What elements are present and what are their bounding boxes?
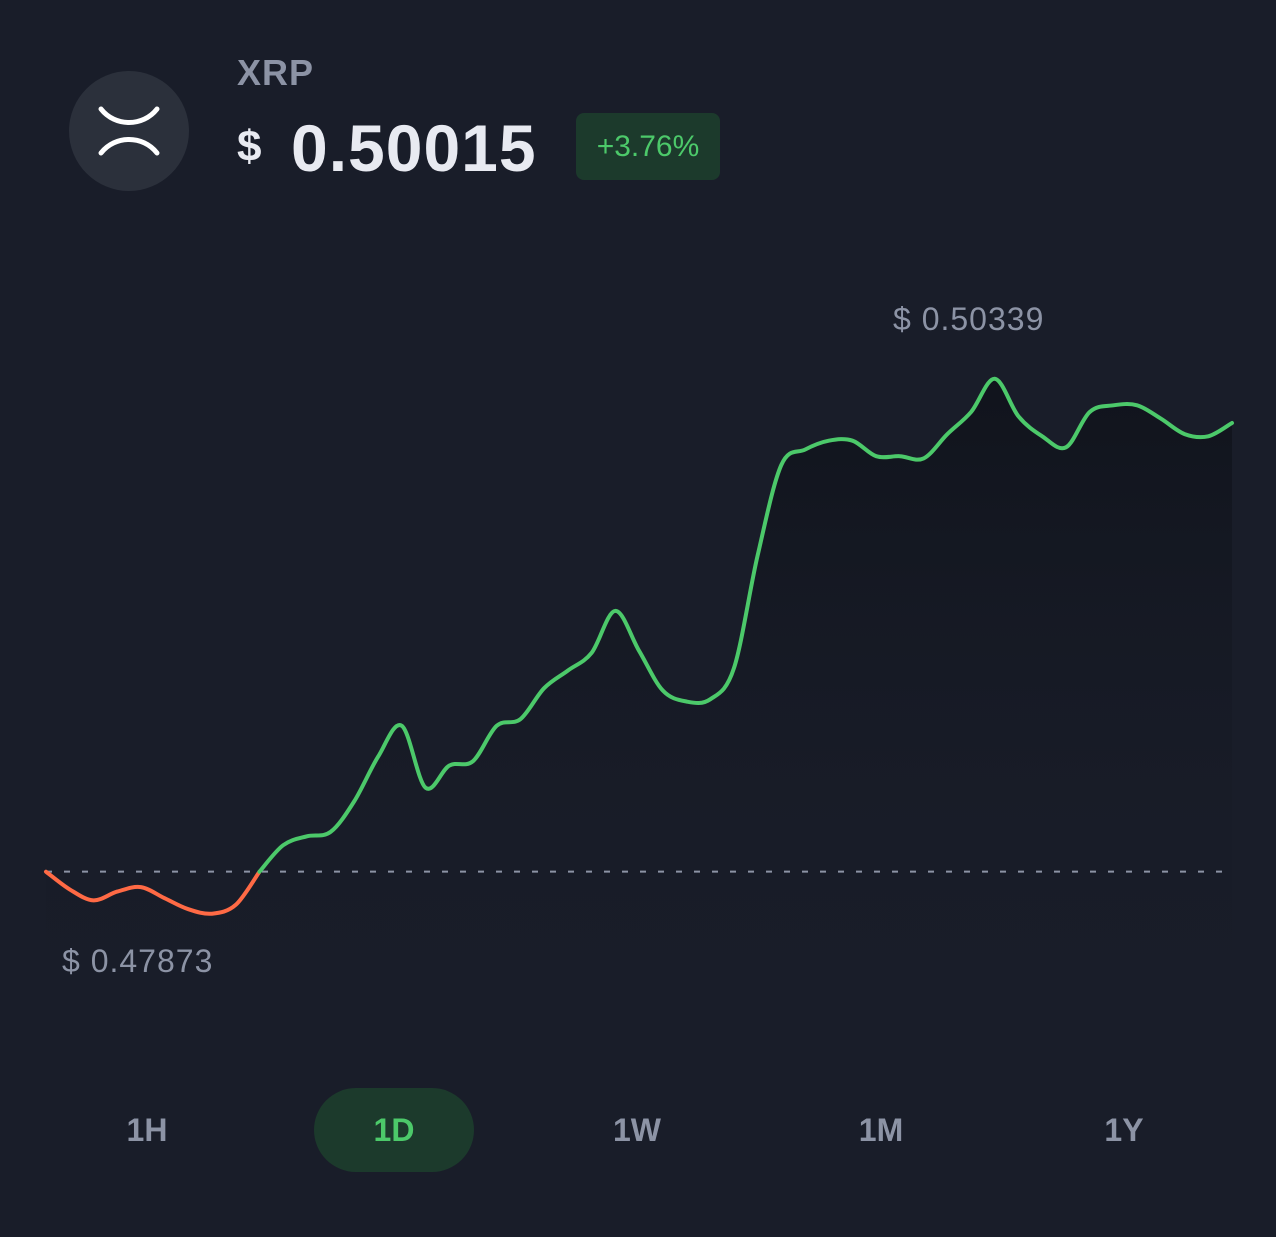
xrp-logo-icon [98, 106, 160, 156]
range-button-1w[interactable]: 1W [613, 1111, 661, 1148]
chart-area-fill [46, 378, 1232, 1050]
chart-high-label: $ 0.50339 [893, 301, 1045, 337]
range-button-1d[interactable]: 1D [314, 1088, 474, 1172]
price-line-positive-segment [257, 376, 1234, 874]
time-range-selector: 1H 1D 1W 1M 1Y [0, 1088, 1276, 1172]
range-button-1h[interactable]: 1H [126, 1111, 168, 1148]
asset-symbol: XRP [237, 52, 315, 93]
chart-low-label: $ 0.47873 [62, 943, 214, 979]
price-change-badge: +3.76% [576, 113, 720, 180]
range-button-1y[interactable]: 1Y [1104, 1111, 1144, 1148]
price-line-negative-segment [44, 869, 262, 916]
asset-logo [69, 71, 189, 191]
range-button-1m[interactable]: 1M [858, 1111, 904, 1148]
current-price: 0.50015 [291, 111, 537, 185]
price-currency-symbol: $ [237, 122, 262, 171]
